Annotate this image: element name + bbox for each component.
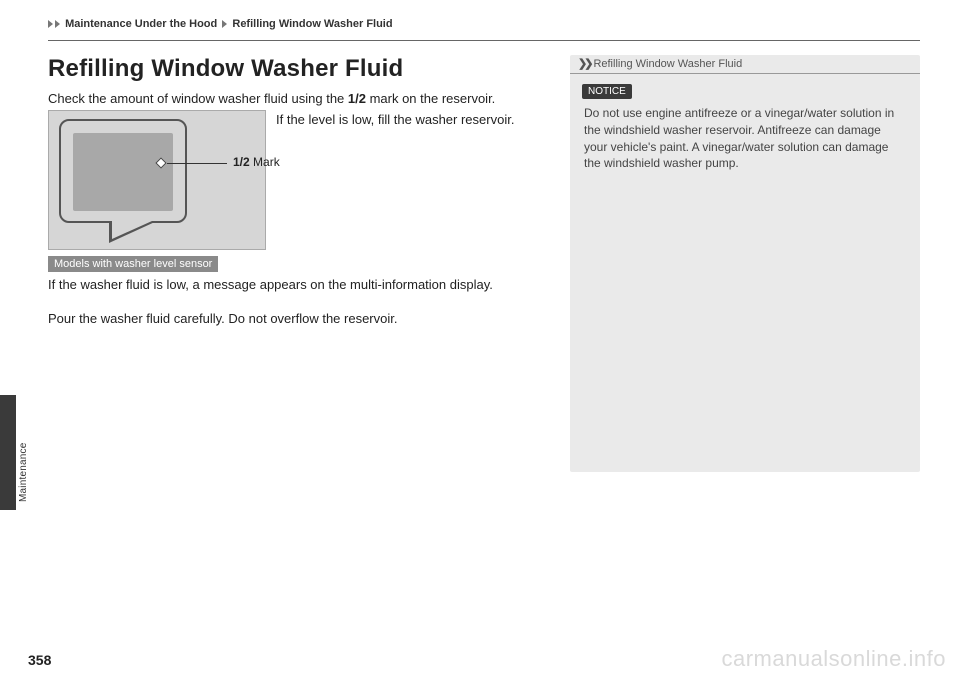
- notice-badge: NOTICE: [582, 84, 632, 99]
- chevron-right-icon: [222, 20, 227, 28]
- breadcrumb-level-2: Refilling Window Washer Fluid: [232, 18, 392, 30]
- section-tab: [0, 395, 16, 510]
- page-title: Refilling Window Washer Fluid: [48, 55, 548, 83]
- watermark: carmanualsonline.info: [721, 646, 946, 672]
- body-paragraph-2: Pour the washer fluid carefully. Do not …: [48, 310, 548, 328]
- leader-line: [167, 163, 227, 164]
- chevron-right-icon: [48, 20, 53, 28]
- model-variant-tag: Models with washer level sensor: [48, 256, 218, 272]
- manual-page: Maintenance Under the Hood Refilling Win…: [0, 0, 960, 678]
- reservoir-figure: 1/2 Mark: [48, 110, 266, 250]
- content-columns: Refilling Window Washer Fluid Check the …: [48, 55, 920, 472]
- chevron-double-right-icon: ❯❯: [578, 58, 590, 70]
- intro-text: Check the amount of window washer fluid …: [48, 91, 548, 106]
- half-mark-label: 1/2 Mark: [233, 155, 280, 169]
- notice-text: Do not use engine antifreeze or a vinega…: [570, 105, 920, 172]
- breadcrumb: Maintenance Under the Hood Refilling Win…: [48, 18, 920, 41]
- body-paragraph-1: If the washer fluid is low, a message ap…: [48, 276, 548, 294]
- breadcrumb-level-1: Maintenance Under the Hood: [65, 18, 217, 30]
- main-column: Refilling Window Washer Fluid Check the …: [48, 55, 548, 472]
- section-tab-label: Maintenance: [18, 443, 29, 502]
- page-number: 358: [28, 652, 51, 668]
- figure-row: 1/2 Mark If the level is low, fill the w…: [48, 110, 548, 250]
- side-note-header: ❯❯Refilling Window Washer Fluid: [570, 55, 920, 74]
- figure-caption: If the level is low, fill the washer res…: [276, 110, 514, 250]
- chevron-right-icon: [55, 20, 60, 28]
- side-column: ❯❯Refilling Window Washer Fluid NOTICE D…: [570, 55, 920, 472]
- side-note-box: ❯❯Refilling Window Washer Fluid NOTICE D…: [570, 55, 920, 472]
- fluid-level: [73, 133, 173, 211]
